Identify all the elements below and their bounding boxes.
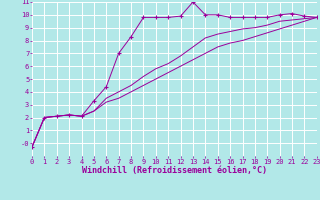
X-axis label: Windchill (Refroidissement éolien,°C): Windchill (Refroidissement éolien,°C) — [82, 166, 267, 175]
